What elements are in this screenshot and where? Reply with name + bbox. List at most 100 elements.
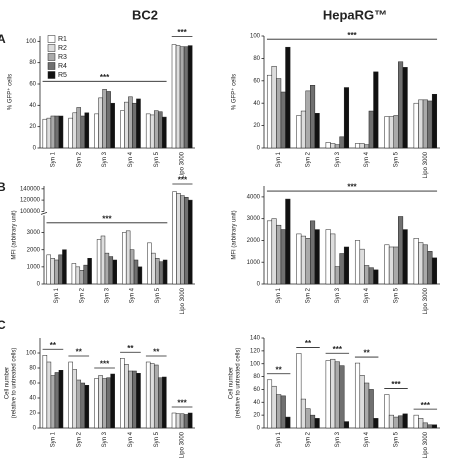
x-tick-label: Lipo 3000 [180,151,186,178]
bar [285,416,291,429]
bar [120,110,125,149]
y-tick-label: 2000 [247,238,261,244]
bar [98,97,103,149]
significance-label: *** [421,401,431,410]
significance-label: ** [127,344,134,353]
bar [393,416,399,429]
significance-label: *** [177,399,187,408]
bar [271,65,277,149]
x-tick-label: Syn 5 [394,431,400,447]
bar [285,46,291,149]
bar [151,252,156,285]
bar [300,110,306,149]
bar [149,363,155,429]
significance-label: ** [364,349,371,358]
bar [54,372,60,429]
bar [179,413,185,429]
bar [50,258,55,285]
bar [46,254,51,285]
bar [54,115,60,149]
legend-swatch [47,35,56,43]
significance-label: *** [177,28,187,37]
bar [136,373,141,429]
y-tick-label: 20 [253,413,260,419]
bar [276,78,282,149]
bar [176,193,181,285]
bar [413,414,419,429]
bar [266,379,273,429]
column-title: BC2 [132,7,158,22]
bar [175,413,181,429]
bar [68,117,73,149]
bar [122,232,127,285]
bar [162,116,167,149]
bar [106,91,111,149]
bar [393,246,399,285]
legend-label: R2 [58,45,67,52]
significance-label: ** [305,339,312,348]
panel-letter: C [0,318,6,332]
bar [128,96,133,149]
y-axis-label: MFI (arbitrary unit) [232,210,238,259]
x-tick-label: Syn 1 [50,151,56,167]
y-tick-label: 60 [253,78,260,84]
bar [153,110,159,149]
legend-label: R4 [58,63,67,70]
x-tick-label: Syn 5 [394,151,400,167]
bar [106,377,111,429]
bar [296,115,302,149]
bar [359,143,365,149]
bar [276,394,282,429]
bar [384,116,390,149]
y-tick-label: 3000 [27,230,41,236]
x-tick-label: Lipo 3000 [423,431,429,458]
y-tick-label: 20 [253,123,260,129]
bar [364,144,370,149]
bar [147,242,152,285]
bar [422,422,428,429]
bar [373,269,379,285]
significance-label: *** [347,31,357,40]
bar [271,385,277,429]
x-tick-label: Syn 5 [154,151,160,167]
bar [158,261,164,285]
x-tick-label: Syn 4 [364,287,370,303]
bar [334,266,340,285]
legend-swatch [47,44,56,52]
axis-break [40,212,48,215]
x-tick-label: Syn 4 [128,151,134,167]
bar [427,424,433,429]
significance-label: *** [391,380,401,389]
bar [96,239,102,285]
bar [149,114,155,149]
bar [128,370,133,429]
bar [124,364,129,429]
bar [79,270,84,285]
y-tick-label: 0 [33,426,37,432]
bar [58,254,63,285]
x-tick-label: Lipo 3000 [423,151,429,178]
bar [343,246,350,285]
y-tick-label: 4000 [247,194,261,200]
y-tick-label: 80 [253,56,260,62]
bar [62,249,67,285]
bar [145,361,151,429]
bar [384,394,390,429]
bar [87,258,92,285]
bar [133,259,139,285]
legend-label: R1 [58,36,67,43]
bar [110,102,115,149]
bar [300,235,306,285]
bar [310,220,316,285]
bar [310,85,316,149]
x-tick-label: Syn 4 [128,431,134,447]
bar [330,358,336,429]
bar [398,61,404,149]
y-tick-label: 0 [33,146,37,152]
x-tick-label: Syn 4 [364,431,370,447]
bar [418,242,424,285]
bar [330,143,336,149]
y-axis-label: Cell number [5,367,11,399]
bar [368,267,374,285]
y-tick-label: 140000 [20,186,41,192]
